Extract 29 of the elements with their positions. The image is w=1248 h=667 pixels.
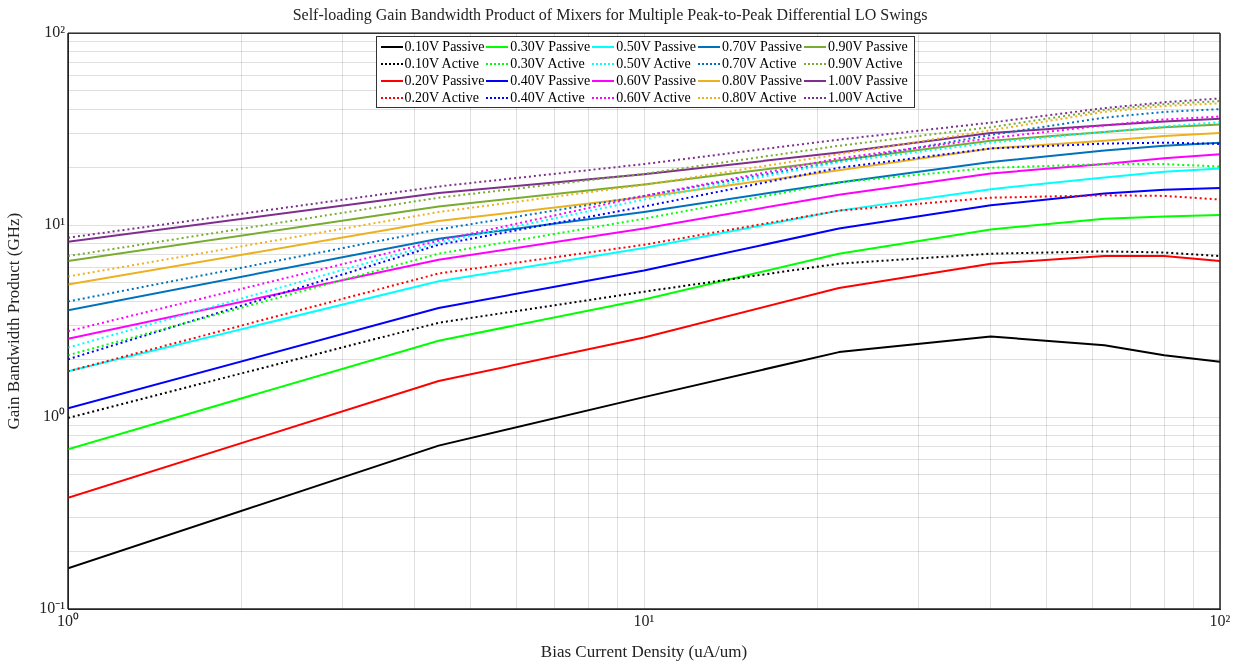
legend-label: 0.40V Active bbox=[510, 89, 585, 106]
x-tick-label: 10² bbox=[1209, 611, 1231, 629]
legend-label: 0.70V Active bbox=[722, 55, 797, 72]
legend-label: 0.90V Active bbox=[827, 55, 903, 72]
y-tick-label: 10¹ bbox=[44, 215, 66, 233]
legend-label: 0.80V Active bbox=[722, 89, 797, 106]
legend-label: 0.50V Passive bbox=[616, 38, 697, 55]
legend-label: 0.20V Passive bbox=[404, 72, 485, 89]
legend-label: 1.00V Passive bbox=[827, 72, 908, 89]
legend-label: 0.90V Passive bbox=[827, 38, 908, 55]
legend-label: 0.30V Active bbox=[510, 55, 585, 72]
x-tick-label: 10¹ bbox=[633, 611, 655, 629]
y-tick-label: 10² bbox=[44, 23, 66, 41]
legend-label: 0.10V Active bbox=[404, 55, 479, 72]
legend-label: 0.70V Passive bbox=[722, 38, 802, 55]
legend-label: 1.00V Active bbox=[827, 89, 903, 106]
legend-label: 0.60V Active bbox=[616, 89, 691, 106]
legend-label: 0.80V Passive bbox=[722, 72, 802, 89]
legend-label: 0.20V Active bbox=[404, 89, 479, 106]
legend-label: 0.30V Passive bbox=[510, 38, 591, 55]
x-axis-title: Bias Current Density (uA/um) bbox=[540, 642, 748, 662]
chart-title: Self-loading Gain Bandwidth Product of Mixers for Multiple Peak-to-Peak Differential LO Swings bbox=[292, 5, 928, 24]
legend-label: 0.50V Active bbox=[616, 55, 691, 72]
legend-label: 0.40V Passive bbox=[510, 72, 591, 89]
x-tick-label: 10⁰ bbox=[57, 611, 79, 629]
legend-label: 0.10V Passive bbox=[404, 38, 485, 55]
y-axis-title: Gain Bandwidth Product (GHz) bbox=[3, 212, 23, 430]
y-tick-label: 10⁰ bbox=[43, 407, 65, 425]
legend-label: 0.60V Passive bbox=[616, 72, 697, 89]
